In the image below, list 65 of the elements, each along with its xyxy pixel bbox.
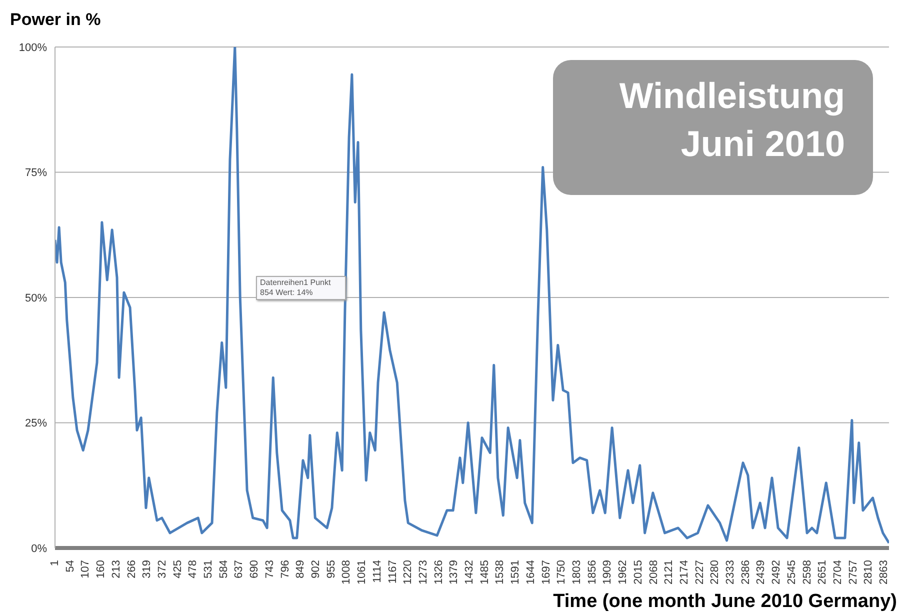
x-tick-label: 1485 bbox=[478, 560, 491, 584]
x-tick-label: 1644 bbox=[524, 560, 537, 584]
x-tick-label: 1379 bbox=[448, 560, 460, 584]
x-tick-label: 2439 bbox=[755, 560, 768, 584]
y-tick-label: 50% bbox=[24, 292, 48, 304]
x-tick-label: 1856 bbox=[586, 560, 598, 584]
x-tick-label: 1114 bbox=[371, 560, 384, 583]
y-tick-label: 25% bbox=[24, 418, 48, 430]
y-axis-title: Power in % bbox=[10, 10, 101, 30]
x-tick-label: 2121 bbox=[663, 560, 676, 584]
x-tick-label: 2386 bbox=[740, 560, 752, 584]
y-tick-label: 100% bbox=[18, 42, 48, 54]
annotation: Windleistung Juni 2010 bbox=[553, 60, 873, 195]
x-tick-label: 2333 bbox=[724, 560, 737, 584]
annotation: Datenreihen1 Punkt 854 Wert: 14% bbox=[256, 276, 346, 300]
x-tick-label: 531 bbox=[202, 560, 215, 578]
x-tick-label: 1591 bbox=[510, 560, 522, 584]
x-tick-label: 2863 bbox=[878, 560, 890, 584]
x-tick-label: 1273 bbox=[417, 560, 430, 584]
x-tick-label: 2068 bbox=[648, 560, 660, 584]
x-tick-label: 425 bbox=[172, 560, 184, 578]
x-tick-label: 372 bbox=[156, 560, 168, 578]
x-tick-label: 1538 bbox=[494, 560, 506, 584]
x-tick-label: 54 bbox=[64, 560, 76, 572]
x-tick-label: 319 bbox=[141, 560, 154, 578]
x-tick-label: 849 bbox=[294, 560, 307, 578]
x-tick-label: 2227 bbox=[694, 560, 706, 584]
x-tick-label: 1750 bbox=[556, 560, 568, 584]
y-tick-label: 0% bbox=[31, 542, 48, 555]
line-series bbox=[55, 47, 889, 544]
x-tick-label: 1803 bbox=[571, 560, 584, 584]
x-tick-label: 2810 bbox=[862, 560, 875, 584]
x-tick-label: 160 bbox=[95, 560, 108, 578]
x-tick-label: 1697 bbox=[540, 560, 552, 584]
x-tick-label: 1220 bbox=[402, 560, 414, 584]
x-tick-label: 584 bbox=[218, 560, 230, 578]
x-tick-label: 478 bbox=[187, 560, 200, 578]
x-tick-label: 955 bbox=[325, 560, 338, 578]
x-tick-label: 2174 bbox=[678, 560, 690, 584]
x-tick-label: 743 bbox=[264, 560, 276, 578]
x-tick-label: 2545 bbox=[786, 560, 798, 584]
x-tick-label: 266 bbox=[126, 560, 138, 578]
x-tick-label: 2598 bbox=[801, 560, 814, 584]
x-tick-label: 213 bbox=[110, 560, 122, 578]
x-tick-label: 1167 bbox=[386, 560, 399, 584]
x-tick-label: 1326 bbox=[432, 560, 445, 584]
x-tick-label: 796 bbox=[279, 560, 292, 578]
x-tick-label: 1008 bbox=[340, 560, 353, 584]
x-tick-label: 2015 bbox=[632, 560, 644, 584]
x-tick-label: 1962 bbox=[617, 560, 630, 584]
x-tick-label: 637 bbox=[233, 560, 246, 578]
x-tick-label: 1909 bbox=[602, 560, 614, 584]
x-axis-title: Time (one month June 2010 Germany) bbox=[553, 591, 897, 613]
x-tick-label: 690 bbox=[248, 560, 261, 578]
x-tick-label: 2651 bbox=[816, 560, 829, 584]
x-tick-label: 2280 bbox=[709, 560, 722, 584]
x-tick-label: 2757 bbox=[847, 560, 860, 584]
x-tick-label: 1 bbox=[49, 560, 61, 566]
x-tick-label: 2492 bbox=[770, 560, 783, 584]
x-tick-label: 107 bbox=[80, 560, 92, 578]
x-tick-label: 2704 bbox=[832, 560, 844, 584]
x-tick-label: 1061 bbox=[356, 560, 368, 584]
x-tick-label: 1432 bbox=[464, 560, 476, 584]
x-tick-label: 902 bbox=[310, 560, 322, 578]
y-tick-label: 75% bbox=[24, 167, 48, 180]
